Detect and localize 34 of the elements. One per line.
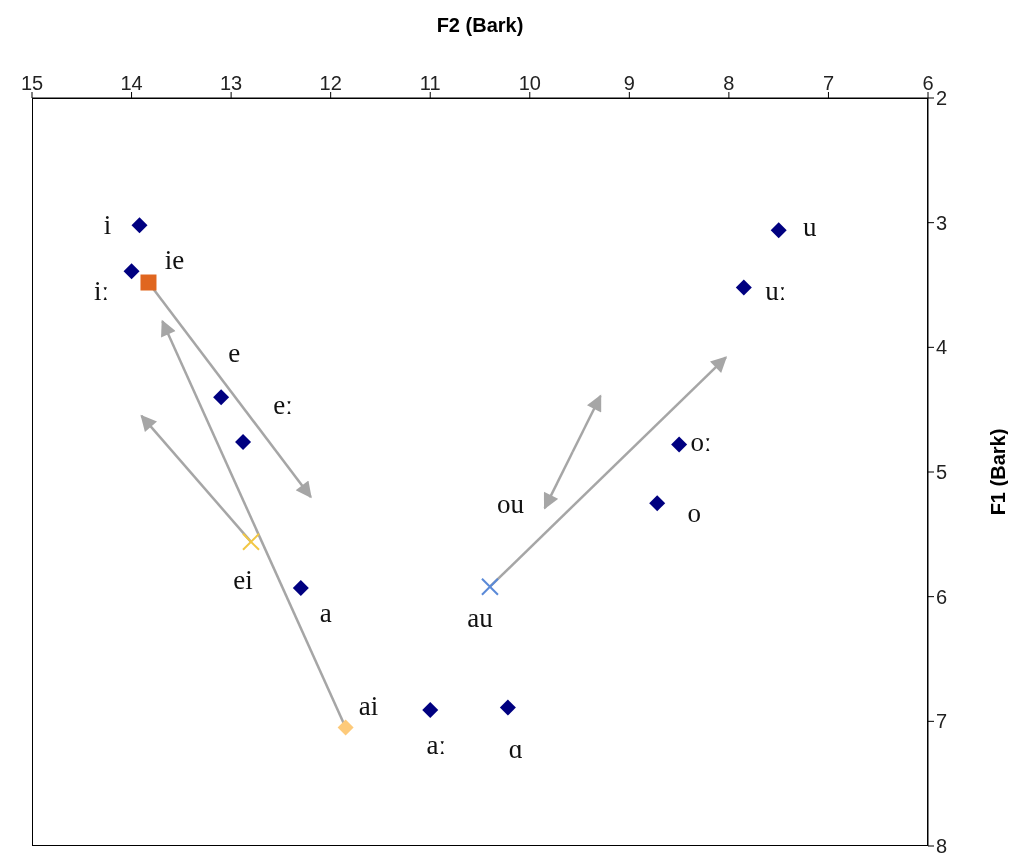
series-label: ai: [358, 690, 379, 721]
series-label: u: [802, 212, 817, 243]
x-tick-label: 10: [518, 72, 541, 94]
x-tick-label: 7: [822, 72, 835, 94]
y-tick-label: 7: [936, 710, 948, 733]
series-label: e: [228, 338, 241, 369]
series-label: au: [467, 602, 494, 633]
series-label: aː: [426, 730, 446, 761]
x-tick-label: 14: [120, 72, 143, 94]
series-label: eː: [273, 390, 293, 421]
y-tick-label: 4: [936, 336, 948, 359]
series-label: ie: [164, 244, 185, 275]
x-tick-label: 12: [319, 72, 342, 94]
x-axis-title: F2 (Bark): [436, 14, 524, 37]
x-tick-label: 13: [219, 72, 243, 94]
series-label: iː: [94, 276, 110, 307]
x-tick-label: 15: [20, 72, 44, 94]
y-tick-label: 2: [936, 87, 948, 110]
series-label: ɑ: [508, 733, 523, 764]
series-label: ou: [497, 489, 525, 520]
y-tick-label: 3: [936, 211, 948, 234]
x-tick-label: 6: [922, 72, 934, 94]
y-tick-label: 6: [936, 585, 948, 608]
x-tick-label: 8: [723, 72, 735, 94]
x-tick-label: 11: [419, 72, 441, 94]
x-tick-label: 9: [623, 72, 635, 94]
y-tick-label: 5: [936, 461, 948, 484]
series-label: o: [687, 498, 701, 529]
y-tick-label: 8: [936, 835, 948, 858]
series-label: uː: [765, 276, 787, 307]
series-label: ei: [233, 564, 253, 595]
series-label: i: [103, 210, 112, 241]
series-label: oː: [690, 426, 712, 457]
series-label: a: [319, 597, 332, 628]
